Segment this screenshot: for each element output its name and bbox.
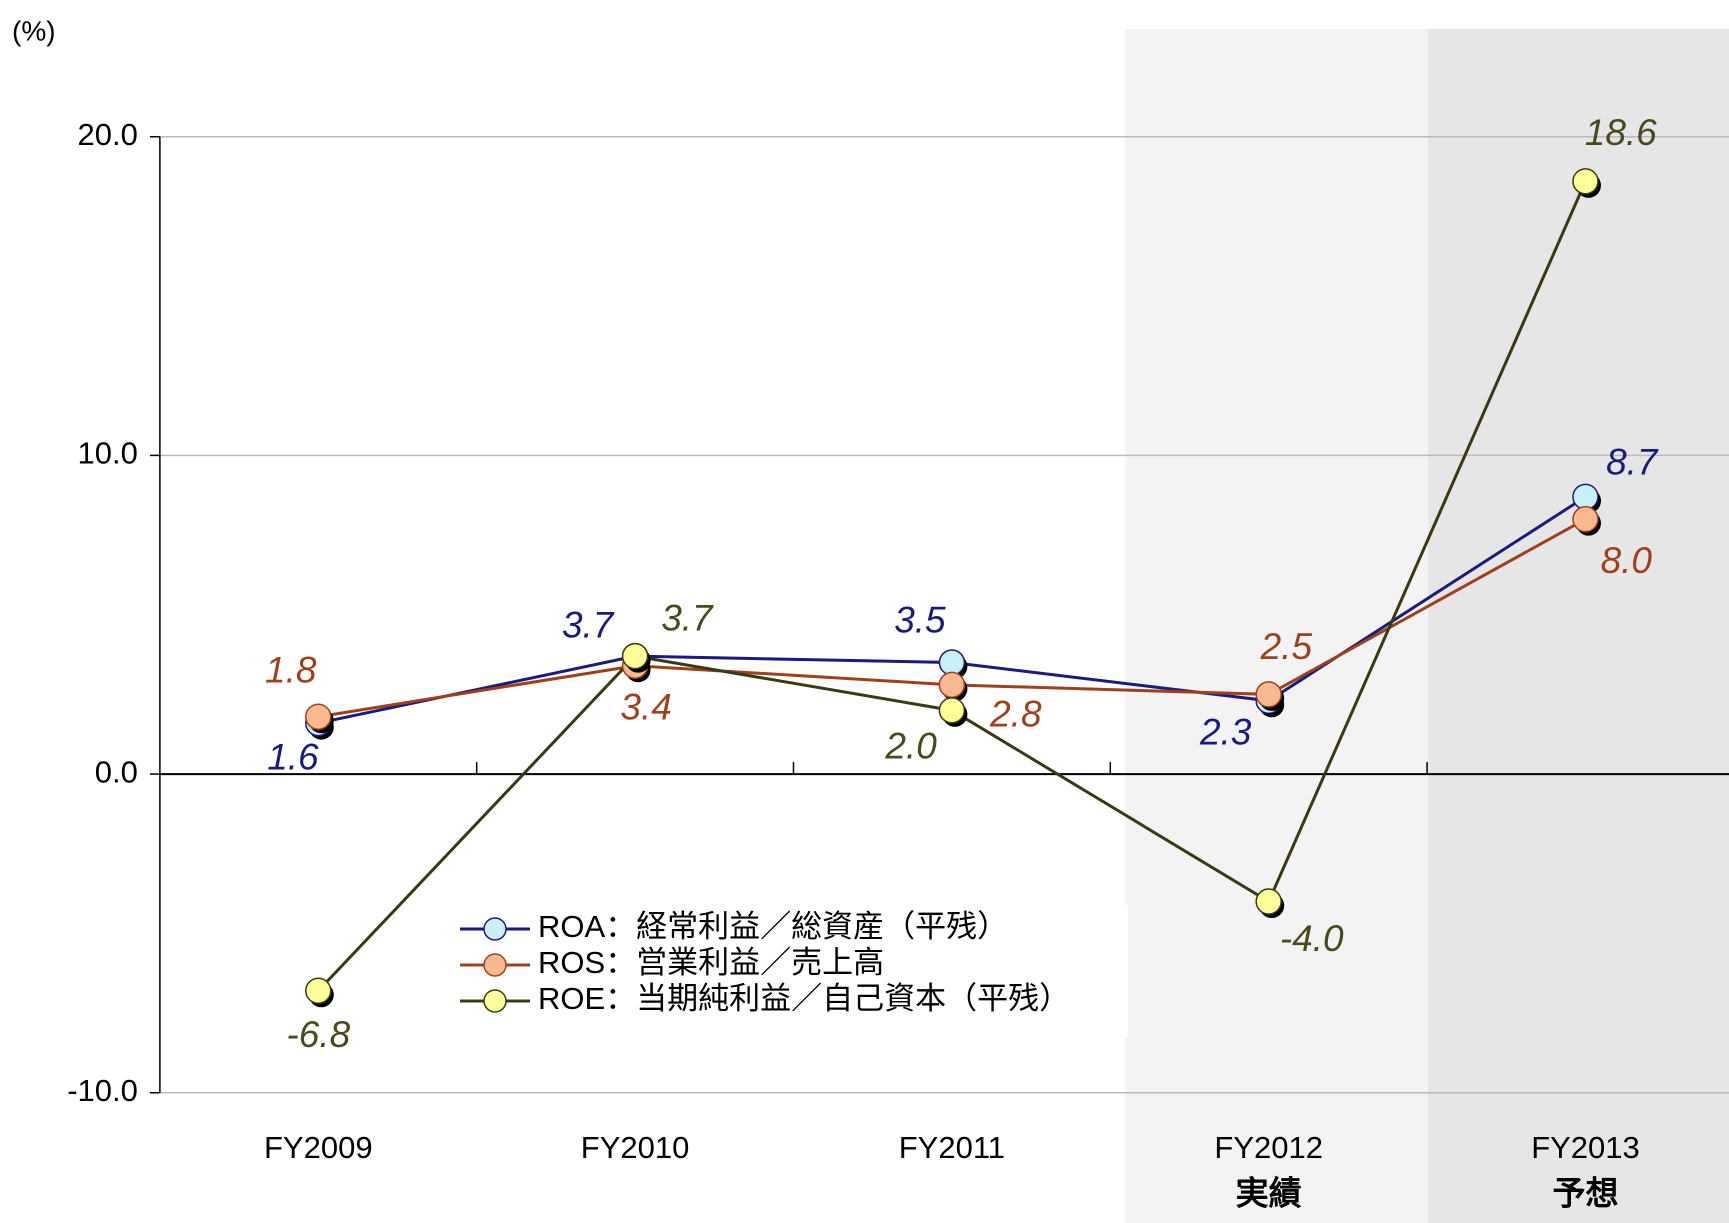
y-tick-label: 0.0 [95, 754, 138, 789]
marker [938, 697, 966, 724]
y-tick-label: 10.0 [78, 436, 138, 471]
y-unit: (%) [12, 15, 56, 46]
x-tick-label: FY2011 [899, 1130, 1005, 1165]
x-tick-label: FY2013 [1531, 1130, 1640, 1165]
value-label: 1.6 [267, 736, 319, 777]
marker [938, 649, 966, 676]
marker [621, 642, 649, 670]
marker [305, 703, 332, 730]
value-label: 8.0 [1601, 540, 1653, 581]
legend-label: ROE：当期純利益／自己資本（平残） [538, 981, 1070, 1016]
value-label: 8.7 [1606, 442, 1659, 483]
marker [1255, 681, 1282, 708]
x-tick-label: FY2009 [264, 1130, 373, 1165]
marker [938, 671, 966, 699]
value-label: -6.8 [286, 1014, 350, 1055]
value-label: 2.8 [989, 694, 1042, 735]
marker [1572, 168, 1599, 195]
value-label: 18.6 [1585, 112, 1657, 153]
value-label: 3.4 [620, 687, 671, 728]
marker [1572, 505, 1599, 533]
x-tick-note: 予想 [1552, 1175, 1618, 1212]
value-label: 3.5 [894, 600, 946, 641]
forecast-band [1428, 29, 1729, 1223]
value-label: 2.3 [1199, 712, 1252, 753]
value-label: 3.7 [661, 598, 714, 639]
marker [1572, 483, 1599, 511]
legend-marker [483, 953, 507, 977]
value-label: -4.0 [1280, 918, 1344, 959]
y-tick-label: 20.0 [78, 117, 138, 152]
legend-label: ROS：営業利益／売上高 [538, 945, 884, 980]
marker [1255, 888, 1282, 915]
legend-marker [483, 917, 507, 941]
y-tick-label: -10.0 [67, 1073, 138, 1108]
x-tick-note: 実績 [1236, 1175, 1302, 1212]
x-tick-label: FY2010 [581, 1130, 690, 1165]
marker [305, 977, 332, 1005]
legend-box [458, 905, 1128, 1037]
value-label: 1.8 [265, 649, 317, 690]
actual-band [1125, 29, 1428, 1223]
value-label: 2.0 [884, 726, 937, 767]
x-tick-label: FY2012 [1214, 1130, 1323, 1165]
value-label: 2.5 [1260, 626, 1313, 667]
value-label: 3.7 [562, 604, 615, 645]
legend-label: ROA：経常利益／総資産（平残） [538, 909, 1008, 944]
legend-marker [483, 989, 507, 1013]
